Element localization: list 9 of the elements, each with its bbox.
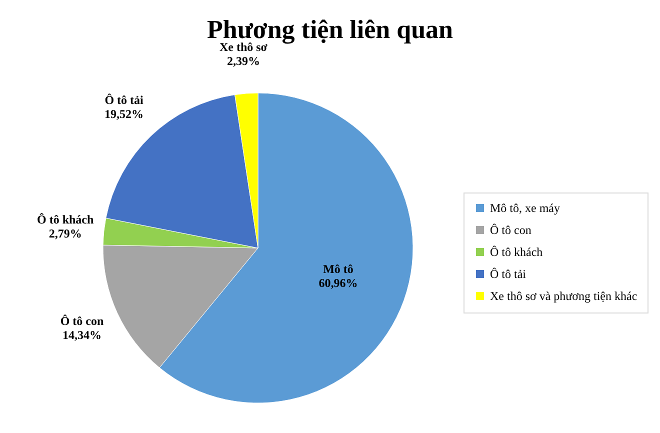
legend-label: Xe thô sơ và phương tiện khác [490,288,638,303]
data-label: Ô tô con 14,34% [60,314,104,342]
data-label: Ô tô khách 2,79% [37,212,94,240]
legend-label: Ô tô khách [490,244,543,259]
legend-label: Ô tô con [490,222,532,237]
legend-label: Mô tô, xe máy [490,200,560,215]
data-label: Mô tô 60,96% [318,262,358,290]
data-label: Ô tô tải 19,52% [104,92,144,121]
legend-label: Ô tô tải [490,266,527,281]
